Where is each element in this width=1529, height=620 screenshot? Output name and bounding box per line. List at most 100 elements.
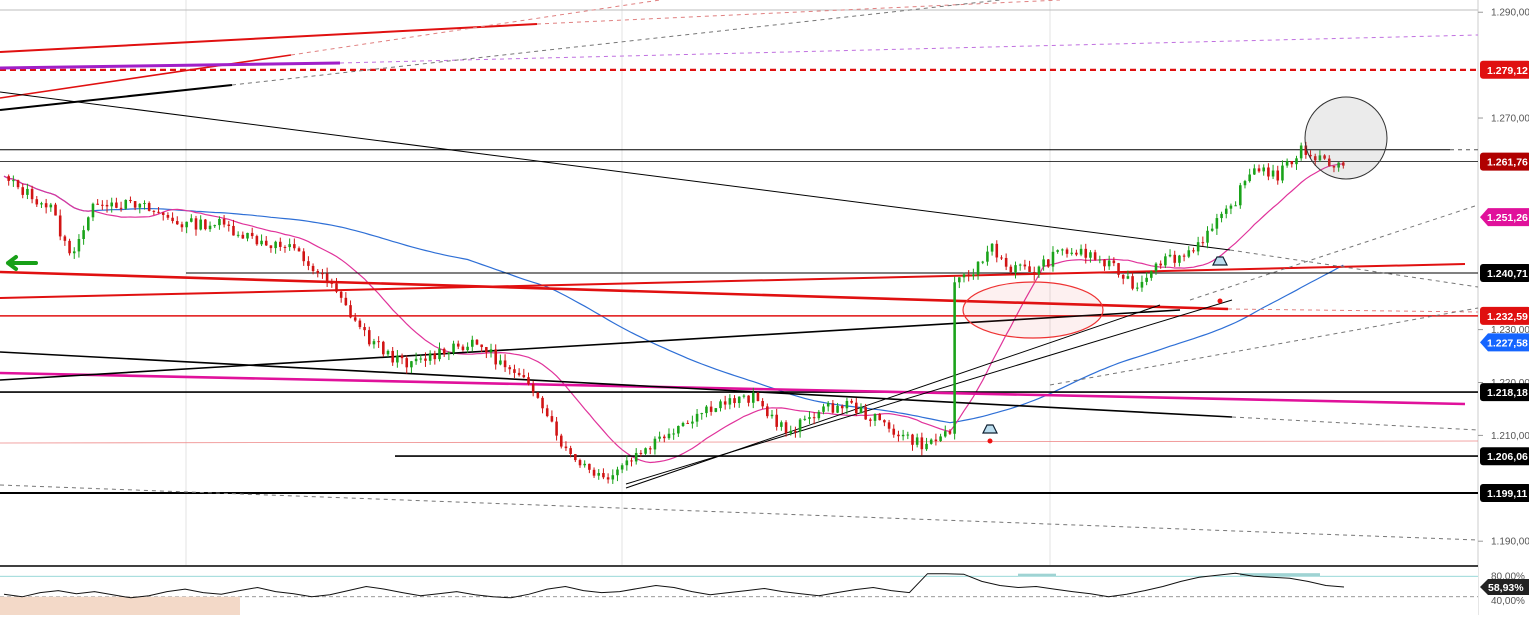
oscillator-background	[0, 566, 1478, 615]
price-tag-label: 1.218,18	[1487, 387, 1528, 399]
candle	[1051, 246, 1055, 272]
highlight-circle[interactable]	[1304, 96, 1388, 180]
black-falling-lower[interactable]	[0, 351, 1233, 418]
candle-body	[826, 403, 830, 407]
trend-lines[interactable]	[0, 0, 1479, 541]
candle	[377, 336, 380, 348]
black-falling-trend[interactable]	[0, 91, 1231, 251]
candle	[508, 365, 512, 375]
candle	[967, 270, 970, 282]
signal-dot	[987, 438, 993, 444]
candle	[410, 360, 413, 374]
candle	[1332, 165, 1336, 173]
dashed-rising-2[interactable]	[1049, 307, 1479, 386]
candle	[386, 349, 390, 357]
candle-body	[1332, 165, 1336, 168]
candle-body	[471, 339, 474, 347]
highlight-ellipse[interactable]	[962, 281, 1104, 339]
candle-body	[972, 274, 975, 276]
candle	[1201, 236, 1205, 247]
candle-body	[967, 274, 970, 276]
candle-body	[456, 343, 460, 347]
candle-body	[986, 251, 989, 262]
candle	[1126, 270, 1130, 280]
candle	[1196, 236, 1200, 256]
black-falling-trend-ext[interactable]	[1229, 249, 1479, 288]
candle-body	[663, 436, 666, 439]
candle-body	[101, 204, 104, 206]
candle-body	[925, 443, 928, 450]
candle	[461, 344, 465, 352]
candle	[428, 350, 432, 365]
candle-body	[115, 202, 118, 208]
purple-trend-ext[interactable]	[339, 34, 1479, 64]
annotations[interactable]	[6, 96, 1388, 444]
candle	[475, 339, 479, 346]
candle	[1145, 272, 1148, 286]
candle-body	[948, 431, 952, 434]
candle-body	[1135, 287, 1139, 289]
candle-body	[648, 448, 652, 450]
black-falling-lower-ext[interactable]	[1231, 416, 1479, 431]
candle	[199, 215, 202, 231]
magenta-support-line[interactable]	[0, 371, 1466, 406]
candle-body	[1028, 266, 1031, 273]
red-falling-ext[interactable]	[1227, 308, 1479, 313]
price-tag: 1.227,58	[1480, 333, 1529, 352]
dashed-rising-1[interactable]	[1189, 204, 1479, 301]
candle	[1318, 150, 1322, 162]
left-arrow-icon[interactable]	[6, 255, 38, 271]
black-trend-top[interactable]	[0, 84, 233, 111]
candle-body	[1210, 228, 1214, 231]
thin-red-line[interactable]	[0, 440, 1479, 444]
candle-body	[274, 241, 277, 249]
candle	[227, 220, 231, 232]
candle-body	[840, 405, 844, 409]
red-trend-top-ext[interactable]	[536, 0, 1061, 25]
dashed-falling-bottom[interactable]	[0, 484, 1479, 541]
candle	[1281, 160, 1284, 184]
candle	[1075, 249, 1078, 257]
candle-body	[1229, 205, 1233, 209]
candle	[400, 353, 404, 365]
candle-body	[606, 477, 610, 480]
red-trend-top[interactable]	[0, 23, 538, 53]
black-rising-bottom-2[interactable]	[625, 304, 1161, 489]
candle	[499, 354, 502, 366]
candle	[681, 421, 685, 428]
purple-trend[interactable]	[0, 61, 341, 70]
candle-body	[213, 225, 217, 227]
candle-body	[1089, 252, 1092, 258]
price-tag-label: 1.251,26	[1487, 212, 1528, 224]
candle	[1253, 164, 1256, 175]
candle	[372, 338, 376, 349]
candle	[850, 398, 853, 404]
signal-marker-icon	[982, 424, 998, 434]
black-rising-line[interactable]	[0, 309, 1181, 381]
candle-body	[751, 392, 755, 403]
candle-body	[1323, 155, 1326, 159]
candle-body	[1079, 248, 1083, 255]
red-trend-second[interactable]	[0, 54, 292, 99]
candle-body	[1093, 252, 1097, 260]
candle-body	[353, 317, 357, 321]
red-falling-line[interactable]	[0, 270, 1229, 311]
candle-body	[185, 221, 188, 228]
candle-body	[503, 360, 507, 368]
red-rising-channel[interactable]	[0, 263, 1466, 299]
candle	[906, 431, 910, 440]
candle	[1164, 253, 1167, 269]
candle-body	[91, 203, 95, 218]
candle-body	[808, 417, 811, 419]
candle	[1014, 261, 1017, 279]
candle-body	[1220, 213, 1223, 219]
candle-body	[1342, 162, 1345, 166]
black-trend-top-ext[interactable]	[231, 0, 1001, 86]
candle	[536, 392, 540, 399]
candle-body	[658, 436, 661, 439]
candle	[175, 216, 179, 225]
red-trend-second-ext[interactable]	[290, 0, 661, 56]
candle	[1103, 259, 1106, 271]
